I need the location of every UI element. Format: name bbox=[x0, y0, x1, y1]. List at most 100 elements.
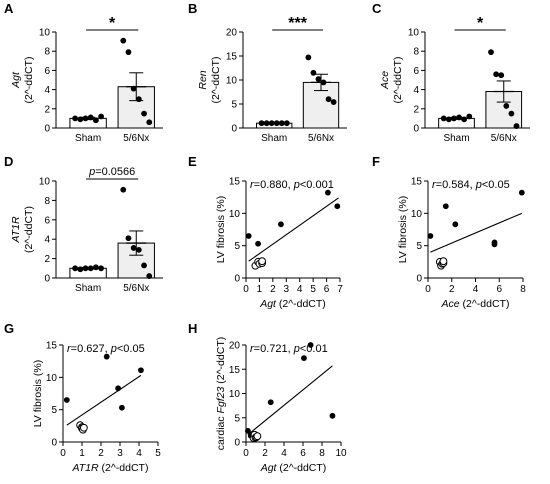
x-tick-label: 5 bbox=[155, 448, 161, 459]
data-point bbox=[258, 120, 265, 127]
x-tick-label: 6 bbox=[300, 448, 306, 459]
data-point bbox=[283, 120, 290, 127]
data-point bbox=[130, 245, 137, 251]
data-point-5-6nx bbox=[267, 399, 274, 406]
p-value: <0.01 bbox=[300, 343, 328, 355]
p-symbol: p bbox=[475, 179, 482, 191]
data-point-5-6nx bbox=[334, 203, 341, 210]
x-tick-label: 2 bbox=[262, 448, 268, 459]
data-point-5-6nx bbox=[138, 367, 144, 374]
data-point bbox=[92, 117, 99, 124]
y-tick-label: 0 bbox=[416, 274, 422, 285]
y-tick-label: 0 bbox=[234, 438, 240, 449]
x-tick-label: 1 bbox=[79, 448, 85, 459]
y-label-text: LV fibrosis (%) bbox=[32, 360, 44, 428]
y-tick-label: 15 bbox=[411, 177, 423, 188]
data-point bbox=[77, 116, 84, 123]
p-symbol: p bbox=[293, 343, 300, 355]
data-point-5-6nx bbox=[301, 355, 307, 361]
data-point-5-6nx bbox=[103, 353, 110, 360]
y-tick-label: 10 bbox=[229, 389, 241, 400]
x-label-gene: Agt bbox=[260, 462, 278, 474]
y-axis-label: AT1R (2^-ddCT) bbox=[10, 206, 35, 253]
x-tick-label: 2 bbox=[449, 284, 455, 295]
significance-p-value: p=0.0566 bbox=[88, 166, 135, 178]
x-axis-label: Agt (2^-ddCT) bbox=[260, 462, 327, 474]
data-point bbox=[125, 235, 132, 242]
r-value: =0.721, bbox=[254, 343, 294, 355]
y-axis-label: Ren (2^-ddCT) bbox=[197, 57, 222, 104]
data-point-5-6nx bbox=[329, 412, 336, 419]
x-tick-label: 4 bbox=[297, 284, 303, 295]
x-tick-label: 7 bbox=[337, 284, 343, 295]
data-point bbox=[146, 119, 153, 126]
y-label-text: cardiac Fgf23 (2^-ddCT) bbox=[215, 337, 227, 450]
y-tick-label: 0 bbox=[413, 124, 419, 135]
data-point-5-6nx bbox=[278, 221, 284, 228]
data-point bbox=[456, 114, 462, 121]
y-tick-label: 10 bbox=[39, 28, 51, 39]
data-point-5-6nx bbox=[255, 240, 261, 247]
y-tick-label: 20 bbox=[229, 341, 241, 352]
data-point bbox=[508, 110, 515, 117]
x-tick-label: 8 bbox=[319, 448, 325, 459]
data-point bbox=[493, 71, 499, 78]
x-axis-label: Ace (2^-ddCT) bbox=[441, 298, 510, 310]
y-tick-label: 0 bbox=[51, 438, 57, 449]
x-label-unit: (2^-ddCT) bbox=[276, 298, 326, 310]
x-category-label: 5/6Nx bbox=[123, 283, 149, 294]
panel-letter: F bbox=[372, 154, 380, 169]
y-tick-label: 0 bbox=[234, 274, 240, 285]
p-value: =0.0566 bbox=[95, 166, 135, 178]
data-point-5-6nx bbox=[245, 427, 251, 434]
panel-f: F 0 5 10 15 0 2 4 6 8 r=0.584, p<0.05 Ace (2^-ddCT)… bbox=[372, 154, 526, 310]
r-value: =0.584, bbox=[436, 179, 476, 191]
y-tick-label: 10 bbox=[408, 28, 420, 39]
y-axis-label: LV fibrosis (%) bbox=[32, 360, 44, 428]
data-point-5-6nx bbox=[307, 342, 314, 348]
x-tick-label: 4 bbox=[473, 284, 479, 295]
y-tick-label: 5 bbox=[231, 100, 237, 111]
x-tick-label: 0 bbox=[243, 284, 249, 295]
data-point bbox=[120, 186, 127, 193]
y-tick-label: 5 bbox=[51, 405, 57, 416]
x-tick-label: 8 bbox=[520, 284, 526, 295]
y-tick-label: 15 bbox=[229, 177, 241, 188]
y-tick-label: 5 bbox=[234, 413, 240, 424]
p-symbol: p bbox=[293, 179, 300, 191]
x-tick-label: 0 bbox=[243, 448, 249, 459]
data-point bbox=[320, 79, 327, 86]
x-label-unit: (2^-ddCT) bbox=[276, 462, 326, 474]
significance-marker: * bbox=[109, 15, 116, 32]
r-symbol: r bbox=[250, 343, 255, 355]
y-label-unit: (2^-ddCT) bbox=[23, 206, 35, 253]
y-label-unit: (2^-ddCT) bbox=[23, 57, 35, 104]
x-tick-label: 6 bbox=[496, 284, 502, 295]
y-tick-label: 20 bbox=[226, 28, 238, 39]
panel-letter: C bbox=[372, 1, 382, 16]
data-point bbox=[440, 115, 447, 122]
data-point bbox=[325, 96, 332, 103]
data-point bbox=[466, 113, 473, 120]
panel-letter: G bbox=[4, 321, 14, 336]
data-point-5-6nx bbox=[325, 189, 331, 196]
data-point bbox=[488, 49, 494, 56]
y-tick-label: 15 bbox=[46, 341, 58, 352]
data-point bbox=[98, 265, 104, 272]
y-label-unit: (2^-ddCT) bbox=[392, 57, 404, 104]
data-point bbox=[135, 246, 142, 253]
data-point bbox=[445, 116, 452, 123]
data-point-5-6nx bbox=[452, 221, 459, 228]
data-point bbox=[87, 114, 94, 121]
r-symbol: r bbox=[432, 179, 437, 191]
x-tick-label: 1 bbox=[257, 284, 263, 295]
y-label-gene: Fgf23 bbox=[215, 386, 227, 413]
y-tick-label: 2 bbox=[44, 254, 50, 265]
x-tick-label: 0 bbox=[425, 284, 431, 295]
r-symbol: r bbox=[67, 343, 72, 355]
x-tick-label: 2 bbox=[98, 448, 104, 459]
data-point-5-6nx bbox=[119, 404, 125, 411]
panel-c: C 0 2 4 6 8 10 Sham 5/6Nx * Ace (2^-ddCT) bbox=[372, 1, 530, 144]
x-axis-label: Agt (2^-ddCT) bbox=[259, 298, 326, 310]
